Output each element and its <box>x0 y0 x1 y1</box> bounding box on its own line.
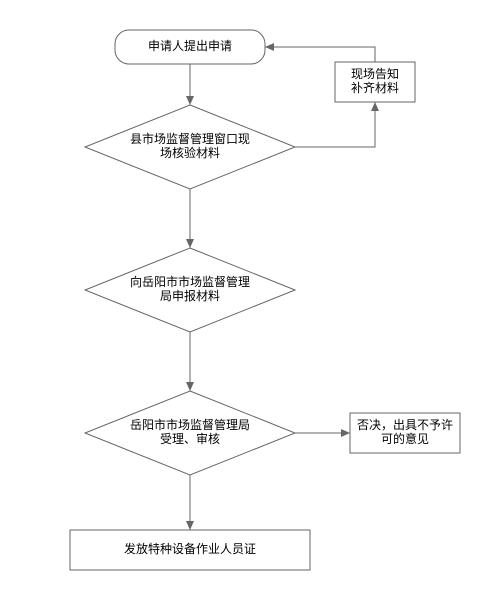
node-deny-label-line-1: 可的意见 <box>381 431 429 446</box>
node-issue-label-line-0: 发放特种设备作业人员证 <box>124 541 256 556</box>
node-city_review-label-line-0: 岳阳市市场监督管理局 <box>130 417 250 432</box>
node-city_review: 岳阳市市场监督管理局受理、审核 <box>85 391 295 475</box>
arrowhead-e_review_issue <box>186 521 194 530</box>
node-deny-label-line-0: 否决，出具不予许 <box>357 418 453 432</box>
node-start: 申请人提出申请 <box>115 30 265 64</box>
edge-e_supp_start <box>265 47 375 62</box>
node-supplement: 现场告知补齐材料 <box>335 62 415 102</box>
node-supplement-label-line-1: 补齐材料 <box>351 80 399 95</box>
node-supplement-label-line-0: 现场告知 <box>351 67 399 81</box>
arrowhead-e_supp_start <box>265 43 274 51</box>
node-city_submit-label-line-0: 向岳阳市市场监督管理 <box>130 274 250 289</box>
arrowhead-e_county_city <box>186 239 194 248</box>
node-county_check-label-line-1: 场核验材料 <box>160 145 220 160</box>
node-start-label-line-0: 申请人提出申请 <box>148 38 232 53</box>
node-city_submit: 向岳阳市市场监督管理局申报材料 <box>85 248 295 332</box>
node-issue: 发放特种设备作业人员证 <box>70 530 310 570</box>
arrowhead-e_start_county <box>186 96 194 105</box>
arrowhead-e_review_deny <box>341 429 350 437</box>
edge-e_county_supp <box>295 102 375 147</box>
flowchart-canvas: 申请人提出申请现场告知补齐材料县市场监督管理窗口现场核验材料向岳阳市市场监督管理… <box>0 0 500 599</box>
arrowhead-e_city_review <box>186 382 194 391</box>
arrowhead-e_county_supp <box>371 102 379 111</box>
node-county_check: 县市场监督管理窗口现场核验材料 <box>85 105 295 189</box>
node-city_submit-label-line-1: 局申报材料 <box>160 288 220 303</box>
node-county_check-label-line-0: 县市场监督管理窗口现 <box>130 131 250 146</box>
node-deny: 否决，出具不予许可的意见 <box>350 413 460 453</box>
node-city_review-label-line-1: 受理、审核 <box>160 431 220 446</box>
